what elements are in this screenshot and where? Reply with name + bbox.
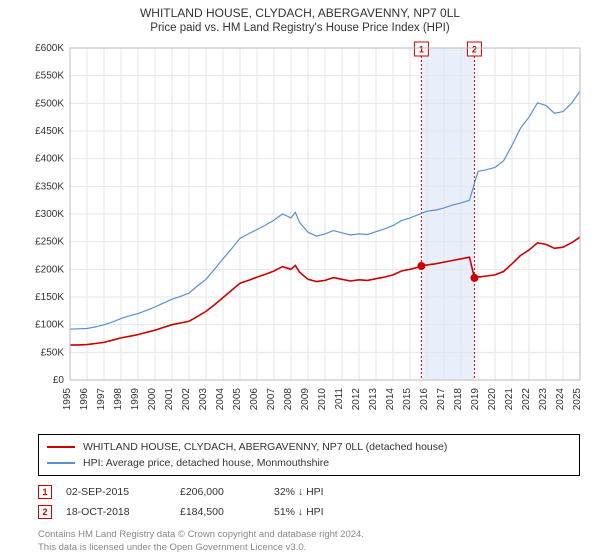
svg-text:2018: 2018 <box>453 388 464 411</box>
svg-text:1999: 1999 <box>130 388 141 411</box>
title-block: WHITLAND HOUSE, CLYDACH, ABERGAVENNY, NP… <box>0 0 600 36</box>
svg-text:£300K: £300K <box>35 209 64 220</box>
svg-text:2004: 2004 <box>215 388 226 411</box>
sale-row: 2 18-OCT-2018 £184,500 51% ↓ HPI <box>38 502 580 522</box>
svg-text:2005: 2005 <box>232 388 243 411</box>
svg-text:1998: 1998 <box>113 388 124 411</box>
chart-svg: £0 £50K £100K £150K £200K £250K £300K £350K £400… <box>28 40 588 430</box>
svg-text:2006: 2006 <box>249 388 260 411</box>
svg-text:£500K: £500K <box>35 98 64 109</box>
sale-marker-icon: 2 <box>38 505 52 519</box>
svg-text:2011: 2011 <box>334 388 345 410</box>
svg-text:2021: 2021 <box>504 388 515 411</box>
svg-text:2001: 2001 <box>164 388 175 411</box>
sales-table: 1 02-SEP-2015 £206,000 32% ↓ HPI 2 18-OC… <box>38 482 580 522</box>
svg-text:1: 1 <box>419 44 424 54</box>
svg-text:£350K: £350K <box>35 181 64 192</box>
svg-text:2023: 2023 <box>538 388 549 411</box>
svg-text:£200K: £200K <box>35 264 64 275</box>
svg-text:2008: 2008 <box>283 388 294 411</box>
legend-item: WHITLAND HOUSE, CLYDACH, ABERGAVENNY, NP… <box>47 439 571 455</box>
svg-text:2025: 2025 <box>572 388 583 411</box>
svg-text:£600K: £600K <box>35 43 64 54</box>
sale-price: £184,500 <box>180 502 260 522</box>
svg-text:£50K: £50K <box>41 347 65 358</box>
sale-diff: 32% ↓ HPI <box>274 482 374 502</box>
svg-text:2015: 2015 <box>402 388 413 411</box>
sale-marker-icon: 1 <box>38 485 52 499</box>
sale-price: £206,000 <box>180 482 260 502</box>
svg-text:2000: 2000 <box>147 388 158 411</box>
svg-text:£250K: £250K <box>35 237 64 248</box>
svg-text:2017: 2017 <box>436 388 447 411</box>
sale-date: 18-OCT-2018 <box>66 502 166 522</box>
svg-text:1995: 1995 <box>62 388 73 411</box>
legend-swatch <box>47 462 75 464</box>
svg-text:£400K: £400K <box>35 154 64 165</box>
svg-text:1997: 1997 <box>96 388 107 411</box>
svg-text:2003: 2003 <box>198 388 209 411</box>
svg-text:2020: 2020 <box>487 388 498 411</box>
chart-area: £0 £50K £100K £150K £200K £250K £300K £350K £400… <box>28 40 588 430</box>
svg-text:2016: 2016 <box>419 388 430 411</box>
legend-item: HPI: Average price, detached house, Monm… <box>47 455 571 471</box>
chart-container: WHITLAND HOUSE, CLYDACH, ABERGAVENNY, NP… <box>0 0 600 560</box>
legend-box: WHITLAND HOUSE, CLYDACH, ABERGAVENNY, NP… <box>38 434 580 476</box>
svg-text:2007: 2007 <box>266 388 277 411</box>
svg-text:2012: 2012 <box>351 388 362 411</box>
legend-label: WHITLAND HOUSE, CLYDACH, ABERGAVENNY, NP… <box>83 439 447 455</box>
sale-diff: 51% ↓ HPI <box>274 502 374 522</box>
svg-text:2014: 2014 <box>385 388 396 411</box>
svg-text:2: 2 <box>472 44 477 54</box>
chart-subtitle: Price paid vs. HM Land Registry's House … <box>0 22 600 34</box>
svg-text:2022: 2022 <box>521 388 532 411</box>
attribution-line: This data is licensed under the Open Gov… <box>38 541 580 554</box>
chart-title: WHITLAND HOUSE, CLYDACH, ABERGAVENNY, NP… <box>0 6 600 20</box>
legend-label: HPI: Average price, detached house, Monm… <box>83 455 329 471</box>
svg-text:£450K: £450K <box>35 126 64 137</box>
sale-row: 1 02-SEP-2015 £206,000 32% ↓ HPI <box>38 482 580 502</box>
attribution: Contains HM Land Registry data © Crown c… <box>38 528 580 554</box>
svg-text:2013: 2013 <box>368 388 379 411</box>
attribution-line: Contains HM Land Registry data © Crown c… <box>38 528 580 541</box>
svg-text:£100K: £100K <box>35 320 64 331</box>
svg-text:£150K: £150K <box>35 292 64 303</box>
svg-text:2019: 2019 <box>470 388 481 411</box>
legend-footer: WHITLAND HOUSE, CLYDACH, ABERGAVENNY, NP… <box>38 434 580 554</box>
svg-text:£0: £0 <box>53 375 65 386</box>
svg-text:1996: 1996 <box>79 388 90 411</box>
sale-date: 02-SEP-2015 <box>66 482 166 502</box>
svg-text:2010: 2010 <box>317 388 328 411</box>
svg-text:2002: 2002 <box>181 388 192 411</box>
svg-text:2024: 2024 <box>555 388 566 411</box>
svg-text:£550K: £550K <box>35 71 64 82</box>
svg-text:2009: 2009 <box>300 388 311 411</box>
legend-swatch <box>47 446 75 448</box>
